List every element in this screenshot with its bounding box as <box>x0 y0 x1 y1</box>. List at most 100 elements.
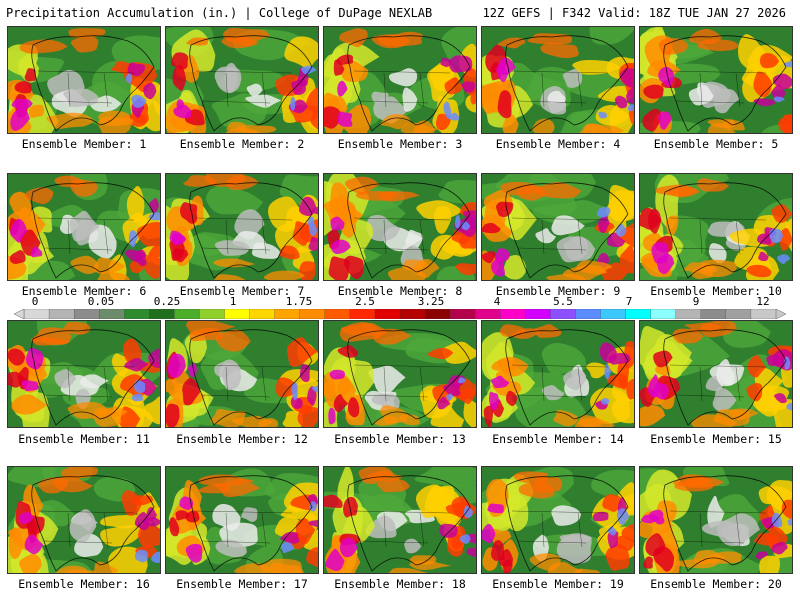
legend-color-swatch <box>99 309 125 319</box>
legend-tick-label: 0 <box>31 295 39 308</box>
precip-map <box>324 321 476 427</box>
legend-tick-label: 12 <box>756 295 770 308</box>
precip-map <box>8 321 160 427</box>
ensemble-map-panel <box>165 320 319 428</box>
ensemble-member-label: Ensemble Member: 20 <box>650 577 782 591</box>
ensemble-map-panel <box>639 173 793 281</box>
legend-color-swatch <box>475 309 501 319</box>
legend-tick-label: 3.25 <box>417 295 445 308</box>
ensemble-map-panel <box>481 320 635 428</box>
ensemble-map-panel <box>323 26 477 134</box>
precip-map <box>166 27 318 133</box>
ensemble-map-panel <box>165 173 319 281</box>
legend-color-swatch <box>625 309 652 319</box>
legend-color-swatch <box>199 309 226 319</box>
ensemble-member-label: Ensemble Member: 8 <box>337 284 463 298</box>
precip-map <box>324 467 476 573</box>
precip-map <box>324 174 476 280</box>
legend-tick-label: 0.25 <box>153 295 181 308</box>
legend-color-swatch <box>500 309 526 319</box>
legend-color-swatch <box>374 309 401 319</box>
precip-map <box>482 467 634 573</box>
legend-color-swatch <box>449 309 476 319</box>
legend-color-swatch <box>149 309 175 319</box>
precip-map <box>640 174 792 280</box>
ensemble-map-panel <box>165 466 319 574</box>
legend-color-swatch <box>750 309 777 319</box>
legend-color-swatch <box>424 309 451 319</box>
ensemble-map-panel <box>639 320 793 428</box>
legend-color-swatch <box>299 309 326 319</box>
ensemble-map-panel <box>323 466 477 574</box>
legend-tick-label: 9 <box>692 295 700 308</box>
ensemble-member-label: Ensemble Member: 19 <box>492 577 624 591</box>
ensemble-member-label: Ensemble Member: 10 <box>650 284 782 298</box>
legend-color-swatch <box>249 309 276 319</box>
ensemble-member-label: Ensemble Member: 18 <box>334 577 466 591</box>
precip-map <box>640 321 792 427</box>
legend-color-swatch <box>324 309 351 319</box>
model-run-info: 12Z GEFS | F342 Valid: 18Z TUE JAN 27 20… <box>482 6 786 20</box>
ensemble-member-label: Ensemble Member: 9 <box>495 284 621 298</box>
legend-right-arrow <box>775 309 786 319</box>
precip-map <box>166 467 318 573</box>
ensemble-member-label: Ensemble Member: 5 <box>653 137 779 151</box>
ensemble-member-label: Ensemble Member: 6 <box>21 284 147 298</box>
legend-tick-label: 1 <box>229 295 237 308</box>
legend-color-swatch <box>550 309 577 319</box>
precip-map <box>482 27 634 133</box>
ensemble-member-label: Ensemble Member: 17 <box>176 577 308 591</box>
precip-map <box>8 27 160 133</box>
legend-color-swatch <box>349 309 376 319</box>
precip-map <box>640 27 792 133</box>
legend-color-swatch <box>575 309 602 319</box>
ensemble-map-panel <box>7 320 161 428</box>
ensemble-member-label: Ensemble Member: 3 <box>337 137 463 151</box>
ensemble-map-panel <box>7 173 161 281</box>
legend-color-swatch <box>124 309 150 319</box>
ensemble-map-panel <box>481 26 635 134</box>
ensemble-map-panel <box>639 26 793 134</box>
precip-map <box>8 174 160 280</box>
precip-map <box>166 174 318 280</box>
precip-map <box>482 174 634 280</box>
legend-labels: 0 0.05 0.25 1 1.75 2.5 3.25 4 5.5 7 9 12 <box>0 295 800 309</box>
precip-map <box>640 467 792 573</box>
ensemble-member-label: Ensemble Member: 15 <box>650 432 782 446</box>
legend-color-swatch <box>274 309 301 319</box>
ensemble-member-label: Ensemble Member: 12 <box>176 432 308 446</box>
precip-map <box>324 27 476 133</box>
precip-map <box>482 321 634 427</box>
ensemble-member-label: Ensemble Member: 1 <box>21 137 147 151</box>
ensemble-member-label: Ensemble Member: 7 <box>179 284 305 298</box>
ensemble-member-label: Ensemble Member: 14 <box>492 432 624 446</box>
legend-color-swatch <box>700 309 727 319</box>
legend-tick-label: 4 <box>493 295 501 308</box>
legend-color-swatch <box>48 309 75 319</box>
ensemble-member-label: Ensemble Member: 11 <box>18 432 150 446</box>
ensemble-map-panel <box>165 26 319 134</box>
legend-color-swatch <box>73 309 100 319</box>
ensemble-member-label: Ensemble Member: 2 <box>179 137 305 151</box>
ensemble-member-label: Ensemble Member: 16 <box>18 577 150 591</box>
ensemble-map-panel <box>639 466 793 574</box>
map-title: Precipitation Accumulation (in.) | Colle… <box>6 6 433 20</box>
legend-left-arrow <box>14 309 25 319</box>
legend-tick-label: 0.05 <box>87 295 115 308</box>
ensemble-map-panel <box>7 466 161 574</box>
ensemble-map-panel <box>323 320 477 428</box>
ensemble-map-panel <box>481 173 635 281</box>
ensemble-map-panel <box>323 173 477 281</box>
legend-color-swatch <box>725 309 752 319</box>
legend-color-swatch <box>23 309 50 319</box>
ensemble-member-label: Ensemble Member: 4 <box>495 137 621 151</box>
legend-color-swatch <box>174 309 201 319</box>
legend-color-swatch <box>399 309 426 319</box>
precip-map <box>166 321 318 427</box>
ensemble-member-label: Ensemble Member: 13 <box>334 432 466 446</box>
legend-tick-label: 2.5 <box>355 295 375 308</box>
legend-color-swatch <box>650 309 677 319</box>
legend-color-swatch <box>675 309 702 319</box>
precip-color-legend <box>14 309 786 319</box>
ensemble-map-panel <box>7 26 161 134</box>
